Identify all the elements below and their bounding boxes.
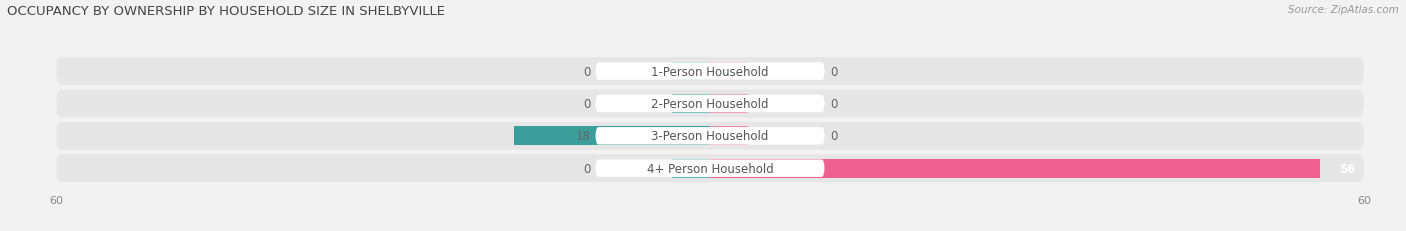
Text: 0: 0: [583, 162, 591, 175]
FancyBboxPatch shape: [56, 155, 1364, 182]
Text: 3-Person Household: 3-Person Household: [651, 130, 769, 143]
Text: 4+ Person Household: 4+ Person Household: [647, 162, 773, 175]
Text: 18: 18: [575, 130, 591, 143]
Text: 1-Person Household: 1-Person Household: [651, 65, 769, 78]
Text: 0: 0: [583, 97, 591, 110]
Bar: [710, 159, 1320, 178]
FancyBboxPatch shape: [596, 160, 824, 177]
Bar: [710, 95, 748, 113]
FancyBboxPatch shape: [596, 95, 824, 113]
Text: 0: 0: [830, 130, 837, 143]
Bar: [710, 127, 748, 146]
Bar: [710, 62, 748, 81]
FancyBboxPatch shape: [56, 58, 1364, 86]
Text: 2-Person Household: 2-Person Household: [651, 97, 769, 110]
Bar: [672, 159, 710, 178]
Text: 56: 56: [1339, 162, 1355, 175]
Text: 0: 0: [583, 65, 591, 78]
FancyBboxPatch shape: [56, 90, 1364, 118]
FancyBboxPatch shape: [56, 122, 1364, 150]
FancyBboxPatch shape: [596, 128, 824, 145]
Text: Source: ZipAtlas.com: Source: ZipAtlas.com: [1288, 5, 1399, 15]
Bar: [672, 95, 710, 113]
Text: OCCUPANCY BY OWNERSHIP BY HOUSEHOLD SIZE IN SHELBYVILLE: OCCUPANCY BY OWNERSHIP BY HOUSEHOLD SIZE…: [7, 5, 446, 18]
Text: 0: 0: [830, 65, 837, 78]
FancyBboxPatch shape: [596, 63, 824, 80]
Bar: [672, 62, 710, 81]
Text: 0: 0: [830, 97, 837, 110]
Bar: [515, 127, 710, 146]
